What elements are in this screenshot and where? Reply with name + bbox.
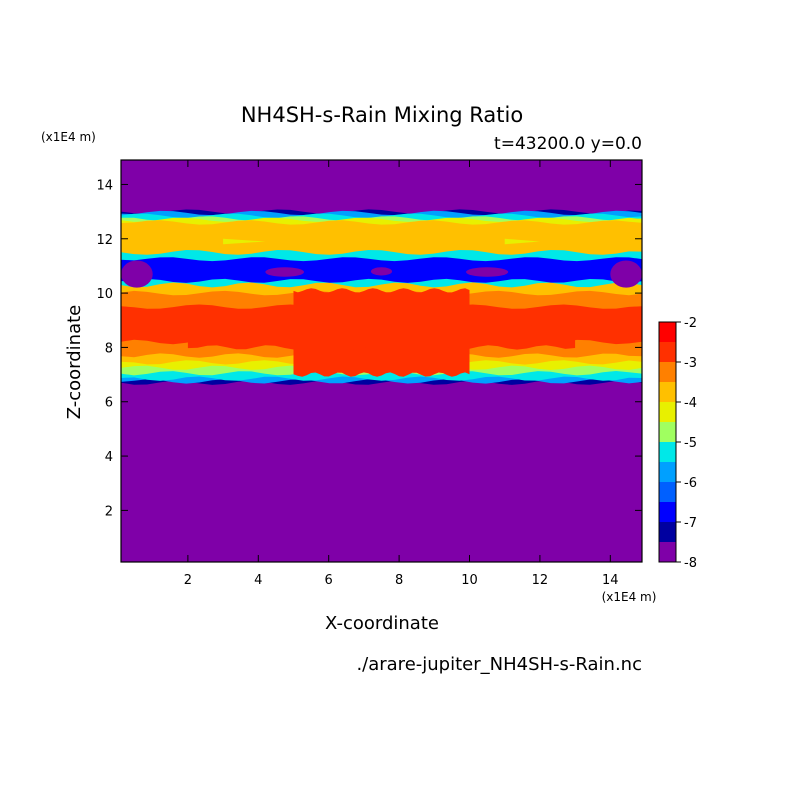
colorbar-swatch xyxy=(659,362,676,382)
colorbar-tick-label: -4 xyxy=(684,396,697,411)
contour-pocket xyxy=(370,267,393,276)
contour-patch xyxy=(223,238,266,245)
y-axis: 2 4 6 8 10 12 14 xyxy=(96,178,642,519)
contour-band xyxy=(187,323,576,350)
colorbar-tick-label: -6 xyxy=(684,476,697,491)
y-tick-label: 4 xyxy=(105,450,113,465)
x-axis: 2 4 6 8 10 12 14 xyxy=(184,160,619,588)
x-tick-label: 8 xyxy=(395,573,403,588)
contour-pocket xyxy=(465,267,509,277)
x-tick-label: 6 xyxy=(325,573,333,588)
colorbar-swatch xyxy=(659,342,676,362)
plot-frame xyxy=(120,159,643,563)
contour-pocket xyxy=(610,260,642,288)
colorbar: -2 -3 -4 -5 -6 -7 -8 xyxy=(658,316,697,571)
colorbar-swatch xyxy=(659,502,676,522)
colorbar-swatch xyxy=(659,542,676,562)
x-unit-label: (x1E4 m) xyxy=(602,590,657,604)
colorbar-tick-label: -5 xyxy=(684,436,697,451)
colorbar-swatch xyxy=(659,462,676,482)
y-tick-label: 10 xyxy=(96,287,113,302)
x-tick-label: 10 xyxy=(461,573,478,588)
y-tick-label: 14 xyxy=(96,178,113,193)
colorbar-swatch xyxy=(659,322,676,342)
y-tick-label: 2 xyxy=(105,504,113,519)
colorbar-tick-label: -8 xyxy=(684,556,697,571)
x-tick-label: 12 xyxy=(532,573,549,588)
x-tick-label: 14 xyxy=(602,573,619,588)
x-axis-label: X-coordinate xyxy=(325,613,439,634)
plot-area xyxy=(121,160,642,562)
colorbar-swatch xyxy=(659,422,676,442)
contour-pocket xyxy=(265,267,305,277)
chart-title: NH4SH-s-Rain Mixing Ratio xyxy=(241,103,523,127)
y-tick-label: 6 xyxy=(105,396,113,411)
colorbar-swatch xyxy=(659,522,676,542)
y-axis-label: Z-coordinate xyxy=(64,305,85,420)
y-tick-label: 8 xyxy=(105,341,113,356)
colorbar-tick-label: -2 xyxy=(684,316,697,331)
source-filename: ./arare-jupiter_NH4SH-s-Rain.nc xyxy=(356,654,642,675)
x-tick-label: 2 xyxy=(184,573,192,588)
x-tick-label: 4 xyxy=(254,573,262,588)
colorbar-tick-label: -3 xyxy=(684,356,697,371)
colorbar-swatch xyxy=(659,482,676,502)
colorbar-swatch xyxy=(659,442,676,462)
contour-patch xyxy=(504,238,540,245)
chart-subtitle: t=43200.0 y=0.0 xyxy=(494,134,642,154)
contour-pocket xyxy=(121,260,153,288)
y-unit-label: (x1E4 m) xyxy=(41,130,96,144)
contour-fill-layer xyxy=(121,209,642,385)
colorbar-swatch xyxy=(659,402,676,422)
colorbar-swatch xyxy=(659,382,676,402)
y-tick-label: 12 xyxy=(96,233,113,248)
colorbar-tick-label: -7 xyxy=(684,516,697,531)
